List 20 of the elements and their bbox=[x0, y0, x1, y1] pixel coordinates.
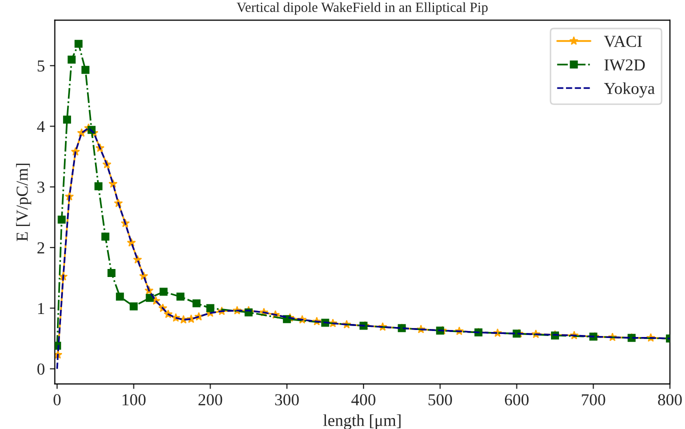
legend-label: IW2D bbox=[604, 59, 645, 71]
chart-title: Vertical dipole WakeField in an Elliptical Pip bbox=[236, 2, 488, 15]
legend-label: VACI bbox=[604, 36, 642, 48]
x-tick-label: 300 bbox=[275, 394, 299, 406]
x-tick-label: 400 bbox=[351, 394, 376, 406]
legend-label: Yokoya bbox=[604, 82, 655, 98]
x-tick-label: 600 bbox=[504, 394, 529, 406]
x-tick-label: 700 bbox=[582, 394, 606, 406]
y-tick-label: 0 bbox=[37, 363, 44, 375]
y-axis-title: E [V/pC/m] bbox=[16, 164, 32, 242]
y-tick-label: 4 bbox=[37, 121, 45, 132]
y-tick-label: 2 bbox=[37, 242, 44, 254]
x-tick-label: 100 bbox=[122, 394, 146, 406]
x-tick-label: 200 bbox=[198, 394, 222, 406]
y-tick-label: 1 bbox=[38, 302, 44, 314]
x-tick-label: 500 bbox=[428, 394, 452, 406]
x-tick-label: 0 bbox=[54, 394, 61, 406]
x-tick-label: 800 bbox=[658, 394, 682, 406]
y-tick-label: 3 bbox=[38, 182, 44, 193]
y-tick-label: 5 bbox=[38, 60, 44, 72]
